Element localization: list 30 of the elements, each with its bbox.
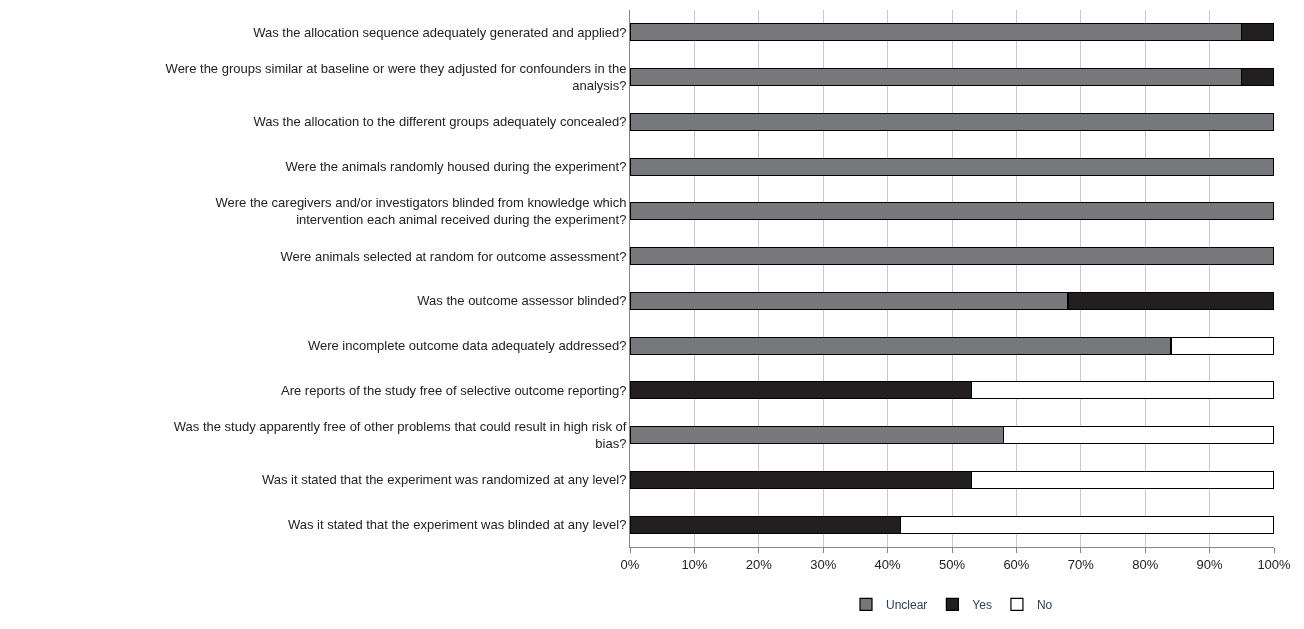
bar [630,247,1274,266]
x-tick-label: 0% [620,556,640,572]
y-tick-label: Was the allocation to the different groups adequately concealed? [253,114,627,130]
bar [630,112,1274,131]
x-tick-label: 10% [681,556,708,572]
bar [630,157,1274,176]
y-tick-label: Were the groups similar at baseline or were they adjusted for confounders in the analysis? [165,61,627,94]
x-tick-label: 30% [810,556,837,572]
x-tick-label: 90% [1196,556,1224,572]
legend-label: No [1036,598,1053,613]
y-tick-label: Was the allocation sequence adequately generated and applied? [253,24,627,40]
y-tick-label: Were incomplete outcome data adequately addressed? [307,338,627,354]
bar [630,202,1274,221]
legend-label: Unclear [886,598,928,613]
y-tick-label: Was the outcome assessor blinded? [417,293,627,309]
x-tick-label: 100% [1257,556,1292,572]
legend-label: Yes [972,598,992,613]
y-tick-label: Were the animals randomly housed during the experiment? [285,159,627,175]
x-tick-label: 70% [1067,556,1095,572]
y-tick-label: Was it stated that the experiment was randomized at any level? [261,472,627,488]
y-tick-label: Were animals selected at random for outcome assessment? [280,248,627,264]
y-tick-label: Were the caregivers and/or investigators blinded from knowledge which intervention each animal received during the experiment? [215,195,627,228]
x-tick-label: 80% [1132,556,1159,572]
y-tick-label: Was the study apparently free of other problems that could result in high risk of bias? [173,419,627,452]
x-tick-label: 20% [745,556,773,572]
y-tick-label: Was it stated that the experiment was blinded at any level? [287,517,627,533]
x-tick-label: 60% [1003,556,1030,572]
x-tick-label: 40% [874,556,902,572]
y-tick-label: Are reports of the study free of selective outcome reporting? [280,382,627,398]
x-tick-label: 50% [938,556,966,572]
